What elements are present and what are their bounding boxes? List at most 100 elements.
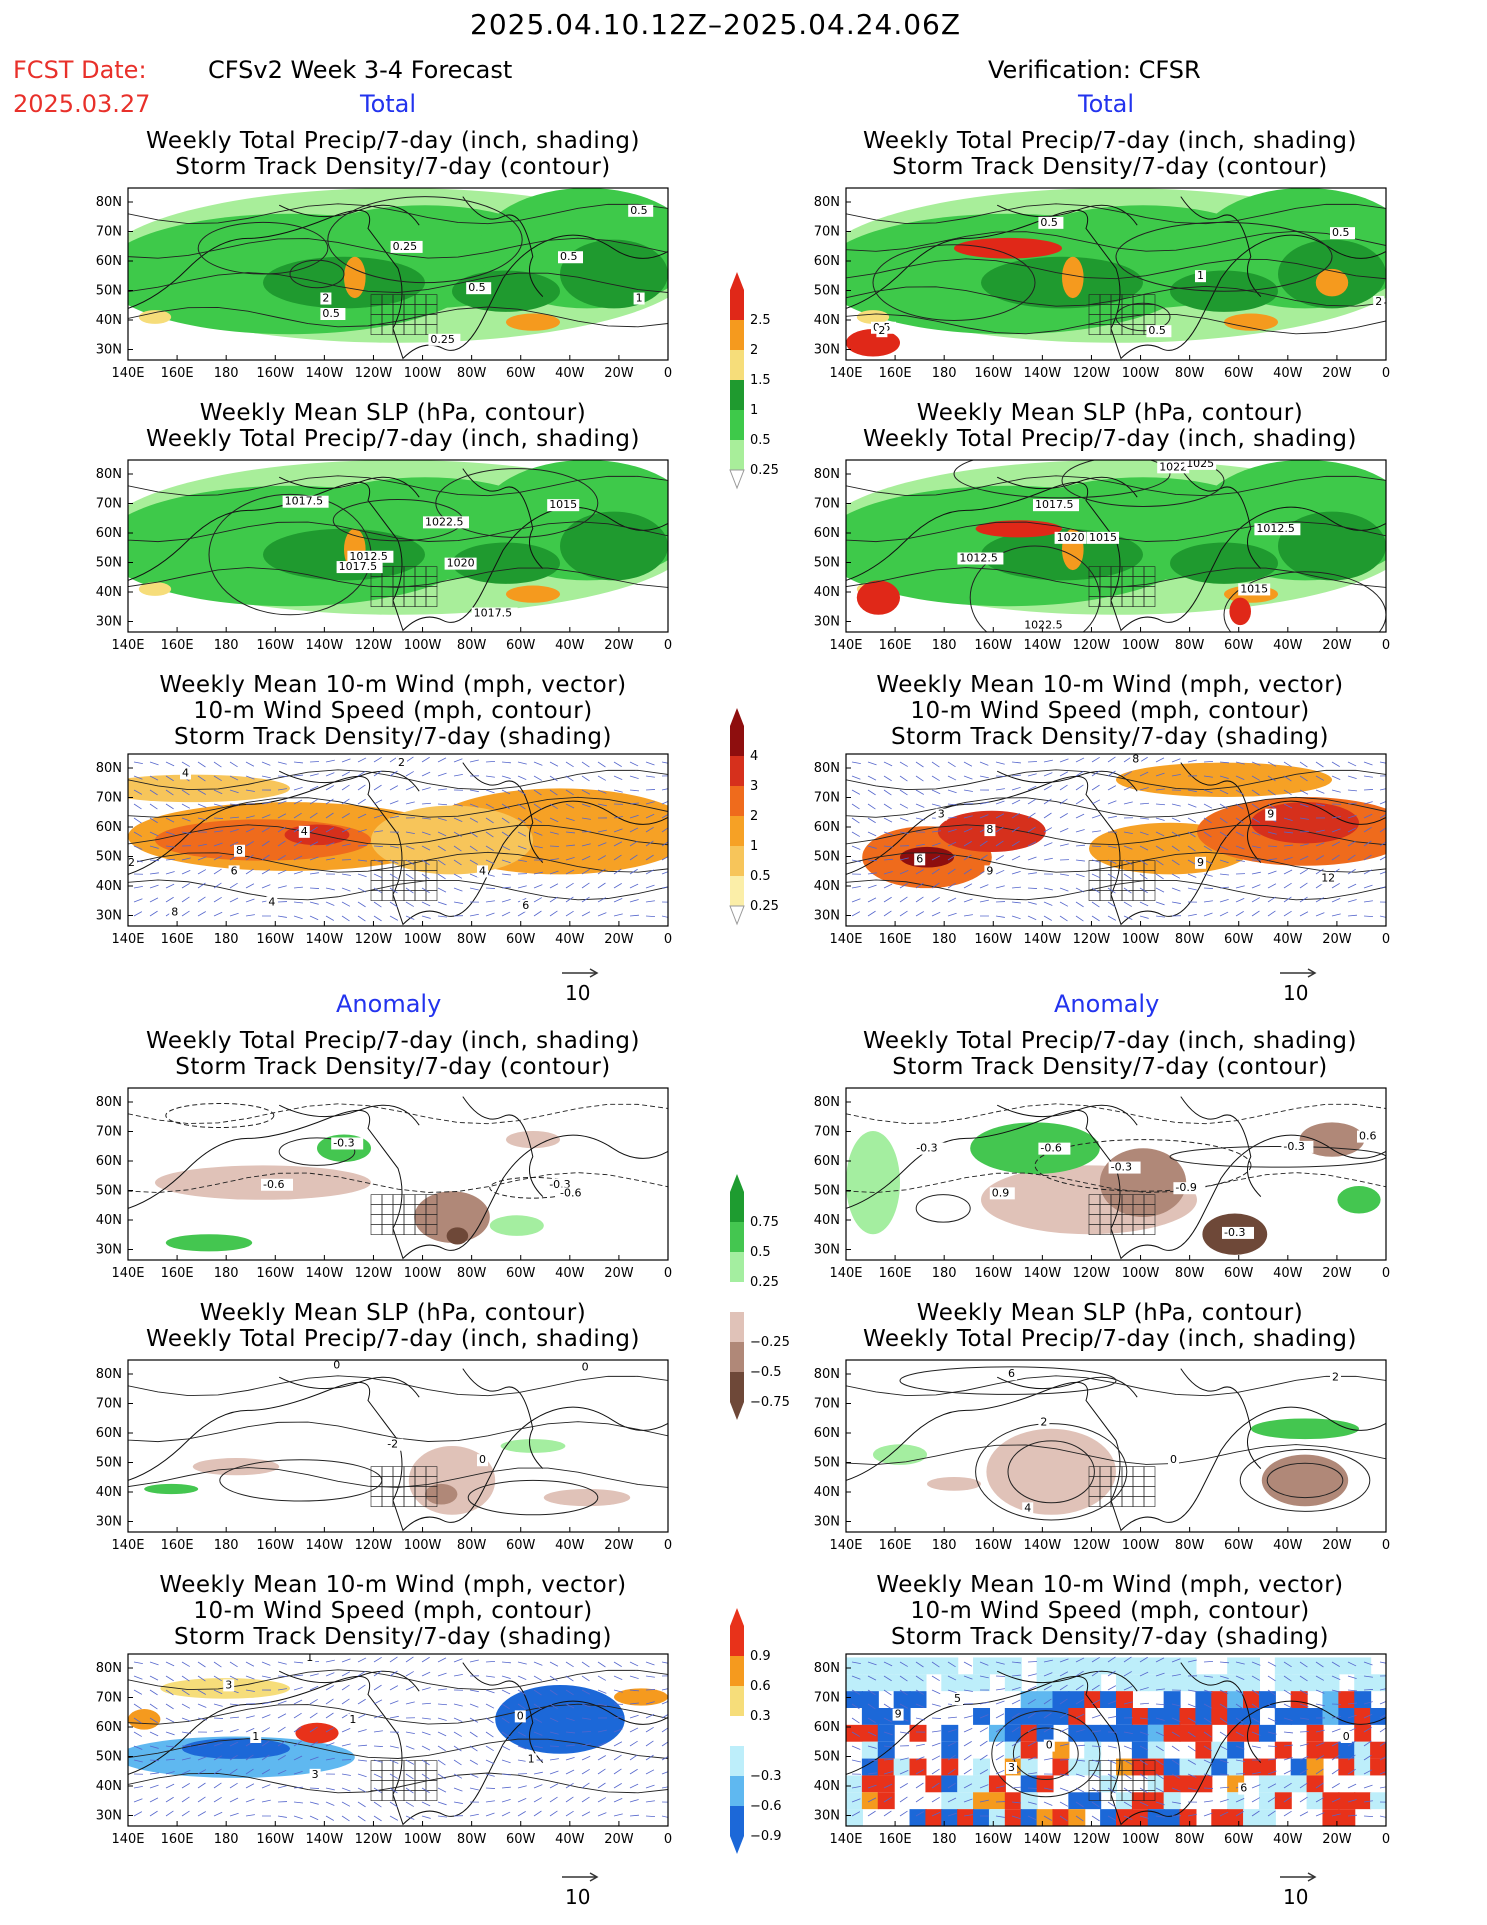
wind-vector: [1139, 1731, 1149, 1736]
wind-vector: [597, 1689, 607, 1694]
lat-tick-label: 60N: [96, 1426, 122, 1441]
lon-tick-label: 60W: [1224, 638, 1254, 653]
wind-vector: [549, 896, 558, 903]
wind-vector: [1203, 775, 1213, 778]
shading-cell: [1227, 1724, 1245, 1742]
wind-vector: [1267, 883, 1277, 889]
wind-vector: [1219, 1745, 1229, 1751]
wind-vector: [533, 1703, 542, 1710]
contour-line: [219, 1459, 383, 1502]
wind-vector: [1011, 901, 1021, 904]
shading-cell: [1354, 1657, 1372, 1675]
colorbar-segment: [730, 320, 744, 350]
wind-vector: [645, 869, 655, 875]
wind-vector: [1235, 761, 1245, 765]
wind-vector: [883, 831, 893, 836]
wind-vector: [421, 1801, 431, 1807]
wind-vector: [1155, 873, 1164, 880]
wind-vector: [629, 1814, 639, 1817]
wind-vector: [1091, 887, 1100, 894]
wind-vector: [1187, 1731, 1196, 1738]
wind-vector: [245, 815, 255, 819]
wind-vector: [661, 841, 668, 847]
contour-line: [128, 237, 668, 259]
wind-vector: [1011, 1801, 1021, 1804]
wind-vector: [645, 1701, 655, 1705]
wind-vector: [149, 1772, 159, 1775]
wind-vector: [1219, 789, 1229, 795]
wind-vector: [1091, 1745, 1102, 1748]
lon-tick-label: 180: [932, 1266, 957, 1281]
lon-tick-label: 160E: [879, 1538, 912, 1553]
wind-vector: [1203, 1773, 1213, 1777]
wind-vector: [947, 1754, 956, 1761]
shading-region: [452, 270, 560, 312]
wind-vector: [1251, 831, 1261, 836]
shading-cell: [1084, 1758, 1102, 1776]
colorbar-label: 2: [750, 343, 758, 358]
wind-vector: [1043, 857, 1053, 861]
wind-vector: [1283, 844, 1293, 847]
lon-tick-label: 80W: [457, 1266, 487, 1281]
wind-vector: [597, 912, 607, 917]
wind-vector: [149, 831, 159, 837]
wind-vector: [357, 887, 367, 893]
wind-vector: [963, 854, 972, 861]
wind-vector: [851, 1661, 861, 1664]
contour-label: 2: [1332, 1371, 1339, 1384]
wind-vector: [549, 817, 559, 823]
shading-cell: [1147, 1741, 1165, 1759]
wind-vector: [149, 884, 159, 889]
wind-vector: [309, 812, 318, 819]
shading-cell: [1211, 1809, 1229, 1826]
wind-vector: [133, 803, 142, 810]
shading-cell: [1163, 1775, 1181, 1793]
wind-vector: [1075, 915, 1084, 922]
wind-vector: [389, 1815, 399, 1821]
wind-vector: [453, 887, 463, 892]
map-panel-precip-storm-forecast: 0.5 0.25 0.5 2 0.5 1 0.5 0.25 80N 70N 60N 50N 40N 30N…: [82, 186, 682, 386]
lon-tick-label: 140E: [111, 1266, 144, 1281]
wind-vector: [165, 883, 175, 889]
wind-vector: [357, 1657, 367, 1663]
wind-vector: [1219, 859, 1229, 864]
wind-vector: [851, 1759, 861, 1763]
wind-vector: [851, 885, 861, 889]
shading-cell: [1100, 1724, 1118, 1742]
wind-vector: [629, 1727, 639, 1733]
shading-cell: [1068, 1691, 1086, 1709]
wind-vector: [645, 789, 656, 791]
wind-vector: [485, 900, 495, 903]
wind-vector: [1155, 845, 1164, 852]
wind-vector: [389, 873, 398, 879]
wind-vector: [389, 1700, 399, 1705]
wind-vector: [645, 1675, 655, 1678]
shading-cell: [941, 1741, 959, 1759]
wind-vector: [181, 870, 191, 875]
wind-vector: [1203, 831, 1212, 838]
wind-vector: [1235, 1745, 1245, 1750]
wind-vector: [1363, 900, 1373, 903]
wind-vector: [533, 884, 543, 889]
colorbar-cap: [730, 1402, 744, 1420]
contour-label: 1: [1197, 269, 1204, 282]
wind-vector: [181, 817, 191, 822]
wind-vector: [915, 869, 925, 875]
lat-tick-label: 50N: [96, 556, 122, 571]
wind-vector: [1315, 1797, 1325, 1803]
wind-vector: [883, 803, 892, 810]
wind-vector: [1299, 817, 1309, 820]
shading-cell: [1147, 1708, 1165, 1725]
wind-vector: [947, 912, 957, 917]
colorbar-segment: [730, 350, 744, 380]
shading-cell: [1163, 1724, 1181, 1742]
contour-line: [165, 1102, 275, 1129]
wind-vector: [293, 870, 303, 875]
wind-vector: [899, 1783, 908, 1789]
wind-vector: [1203, 1660, 1214, 1663]
wind-vector: [245, 1814, 255, 1817]
wind-vector: [1331, 1754, 1340, 1761]
wind-vector: [1363, 1661, 1373, 1666]
wind-vector: [1027, 773, 1037, 777]
